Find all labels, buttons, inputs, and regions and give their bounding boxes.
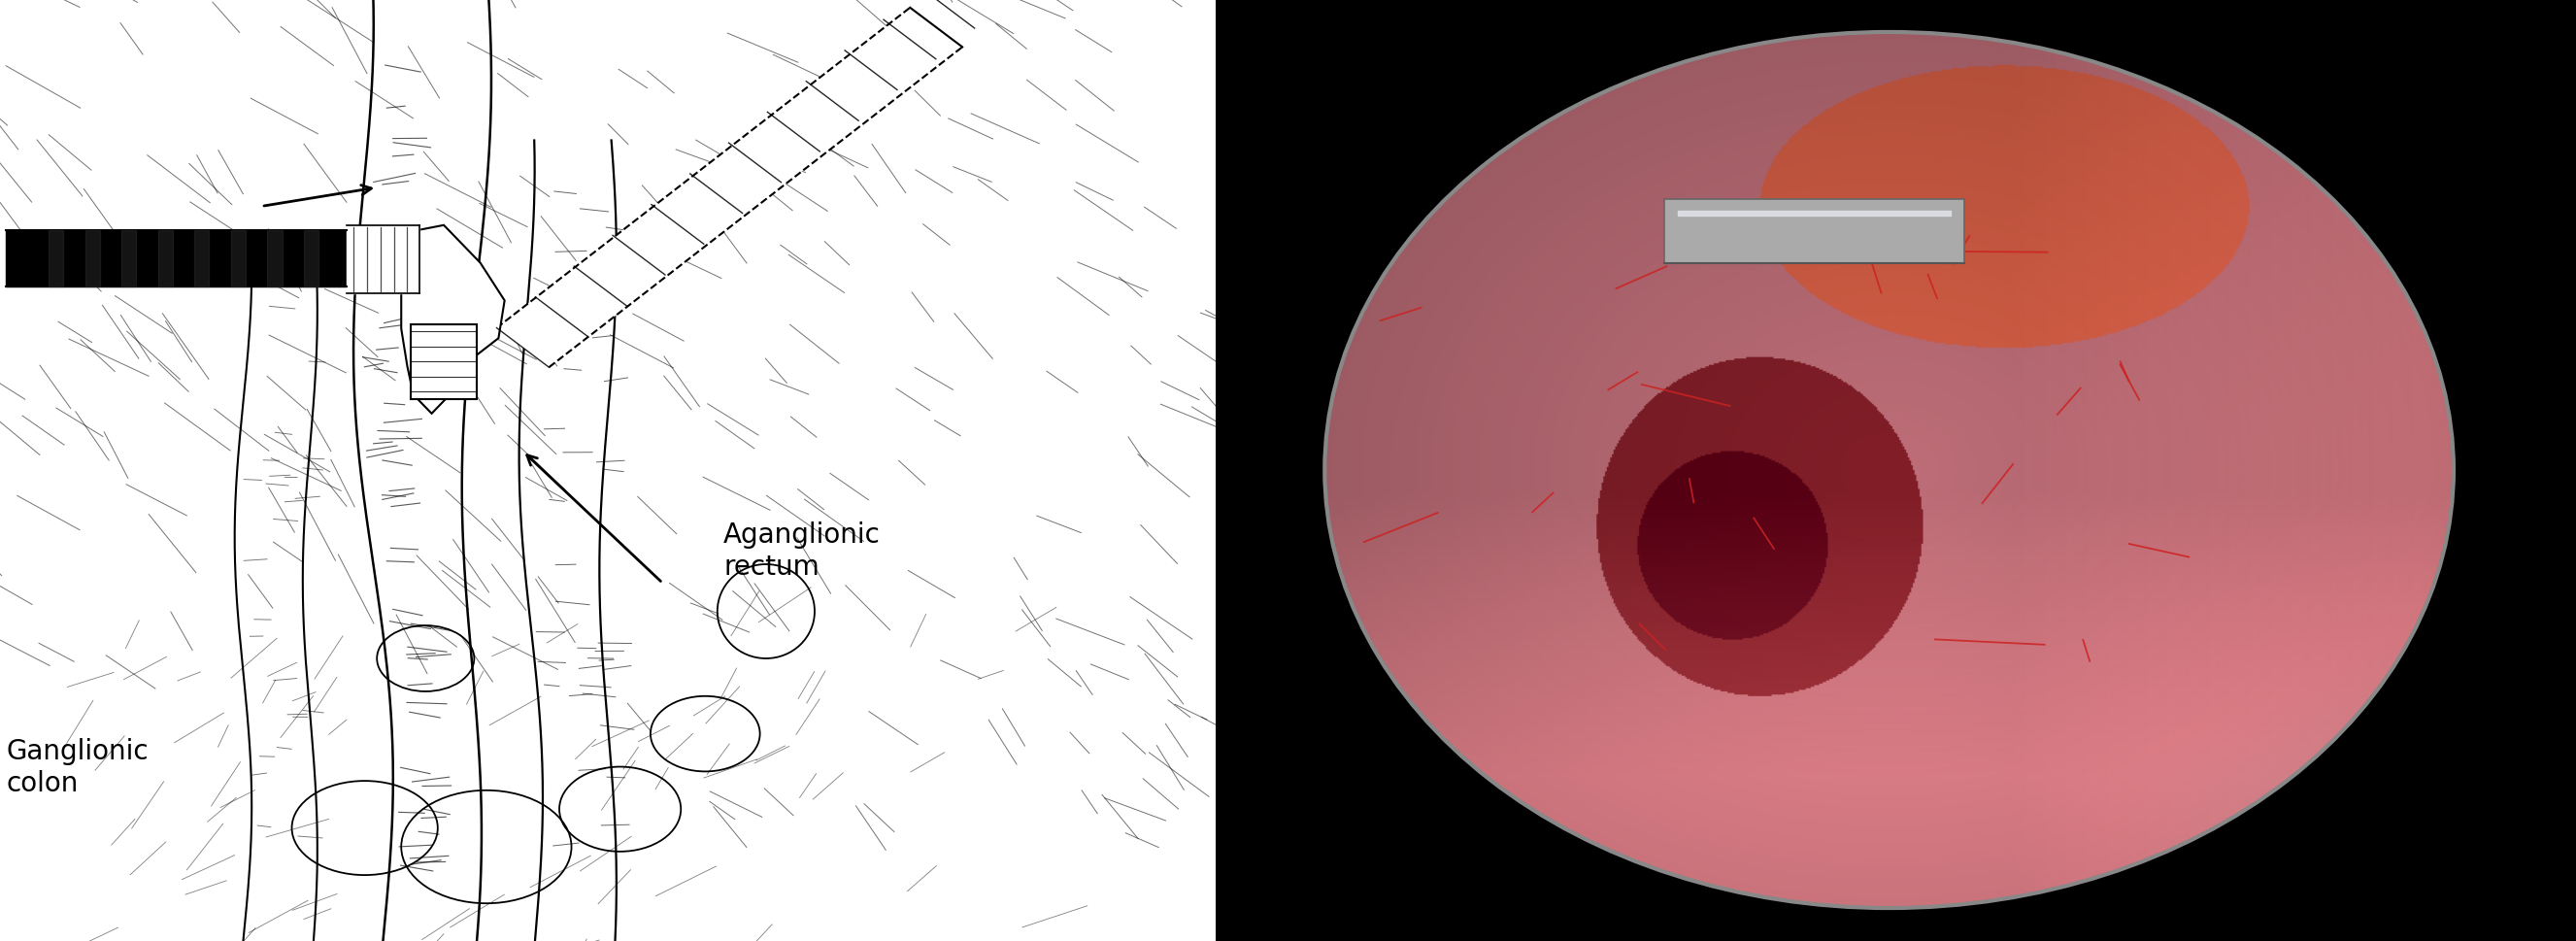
Bar [410,325,477,400]
Text: Ganglionic
colon: Ganglionic colon [5,738,149,796]
Polygon shape [497,8,963,368]
Text: Aganglionic
rectum: Aganglionic rectum [724,521,881,580]
Bar [1664,199,1963,263]
Polygon shape [402,226,505,414]
